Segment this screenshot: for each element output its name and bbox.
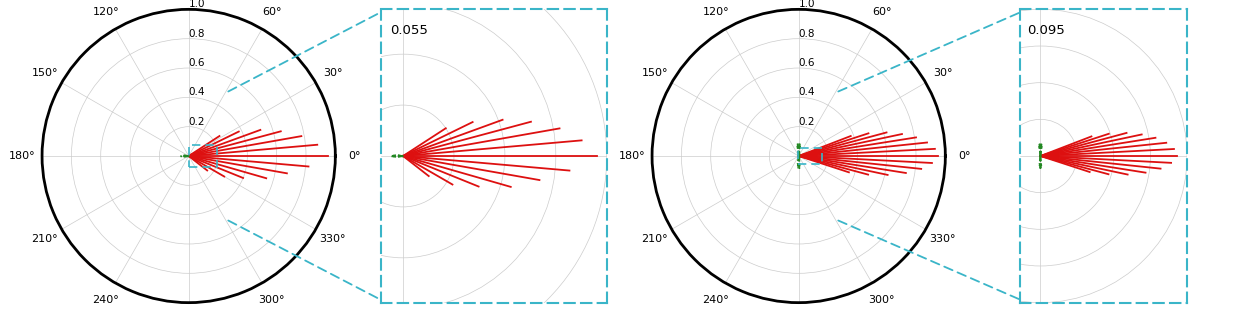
Text: 0.095: 0.095 xyxy=(1027,24,1065,37)
Bar xyxy=(797,149,821,163)
Text: 0.055: 0.055 xyxy=(390,24,427,37)
Bar xyxy=(188,145,217,167)
